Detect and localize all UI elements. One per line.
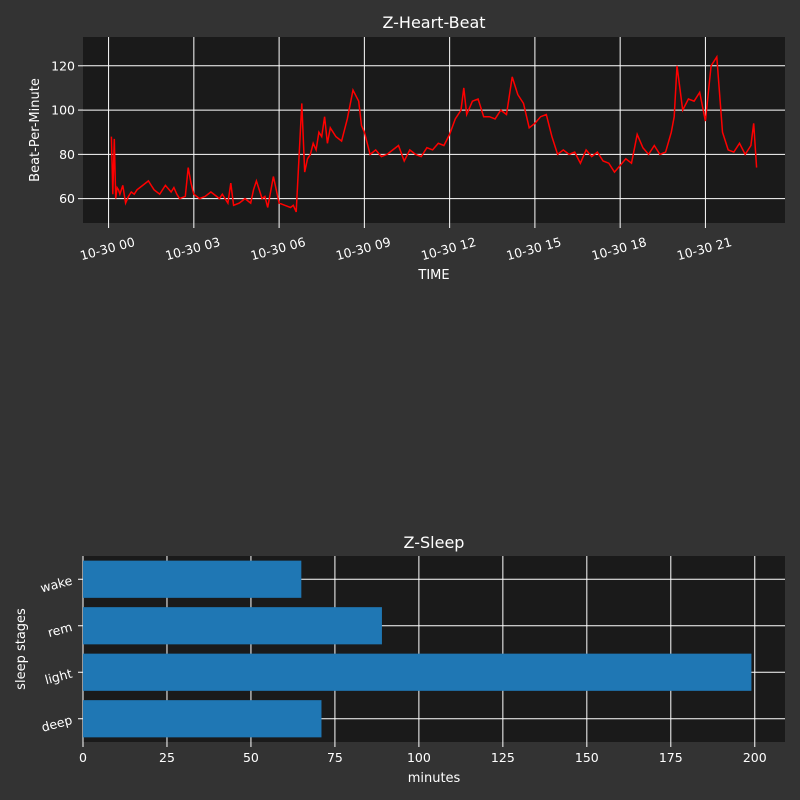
heart-beat-x-tick-label: 10-30 18 xyxy=(590,234,648,263)
heart-beat-y-tick-label: 100 xyxy=(51,103,75,118)
heart-beat-x-tick-label: 10-30 06 xyxy=(249,234,307,263)
sleep-y-tick-label-deep: deep xyxy=(40,712,74,735)
sleep-bar-rem xyxy=(83,607,382,645)
sleep-x-tick-label: 100 xyxy=(407,750,431,765)
sleep-x-tick-label: 200 xyxy=(743,750,767,765)
sleep-bar-deep xyxy=(83,700,322,738)
sleep-x-tick-label: 125 xyxy=(491,750,515,765)
sleep-bar-wake xyxy=(83,560,302,598)
heart-beat-y-axis-label: Beat-Per-Minute xyxy=(28,78,43,182)
heart-beat-y-tick-label: 80 xyxy=(59,147,75,162)
heart-beat-title: Z-Heart-Beat xyxy=(382,13,485,32)
sleep-x-tick-label: 0 xyxy=(79,750,87,765)
sleep-title: Z-Sleep xyxy=(404,533,465,552)
heart-beat-x-tick-label: 10-30 12 xyxy=(419,234,477,263)
heart-beat-x-tick-label: 10-30 21 xyxy=(675,234,733,263)
sleep-y-tick-label-wake: wake xyxy=(39,573,74,596)
sleep-x-tick-label: 50 xyxy=(243,750,259,765)
heart-beat-y-tick-label: 120 xyxy=(51,58,75,73)
sleep-y-tick-label-light: light xyxy=(43,666,74,688)
sleep-x-tick-label: 25 xyxy=(159,750,175,765)
heart-beat-x-tick-label: 10-30 15 xyxy=(505,234,563,263)
sleep-x-tick-label: 175 xyxy=(659,750,683,765)
sleep-x-ticks: 0 25 50 75 100 125 150 175 200 xyxy=(79,742,767,765)
sleep-x-tick-label: 150 xyxy=(575,750,599,765)
sleep-x-tick-label: 75 xyxy=(327,750,343,765)
sleep-y-axis-label: sleep stages xyxy=(14,608,29,690)
heart-beat-axes: 10-30 00 10-30 03 10-30 06 10-30 09 10-30 12… xyxy=(28,13,785,283)
heart-beat-series-line xyxy=(110,54,758,213)
heart-beat-x-axis-label: TIME xyxy=(417,268,449,283)
sleep-bar-light xyxy=(83,653,752,691)
heart-beat-grid xyxy=(83,37,785,223)
sleep-axes: 0 25 50 75 100 125 150 175 200 deeplightremwake … xyxy=(14,533,785,786)
heart-beat-y-ticks: 60 80 100 120 xyxy=(51,58,83,206)
heart-beat-x-tick-label: 10-30 09 xyxy=(334,234,392,263)
sleep-bars xyxy=(83,560,752,738)
heart-beat-x-tick-label: 10-30 00 xyxy=(78,234,136,263)
heart-beat-x-ticks: 10-30 00 10-30 03 10-30 06 10-30 09 10-30 12… xyxy=(78,223,733,263)
heart-beat-y-tick-label: 60 xyxy=(59,191,75,206)
sleep-y-tick-label-rem: rem xyxy=(46,619,74,640)
heart-beat-plot-area xyxy=(83,37,785,223)
sleep-x-axis-label: minutes xyxy=(408,771,461,786)
sleep-y-ticks: deep light rem wake xyxy=(39,573,83,735)
heart-beat-x-tick-label: 10-30 03 xyxy=(164,234,222,263)
